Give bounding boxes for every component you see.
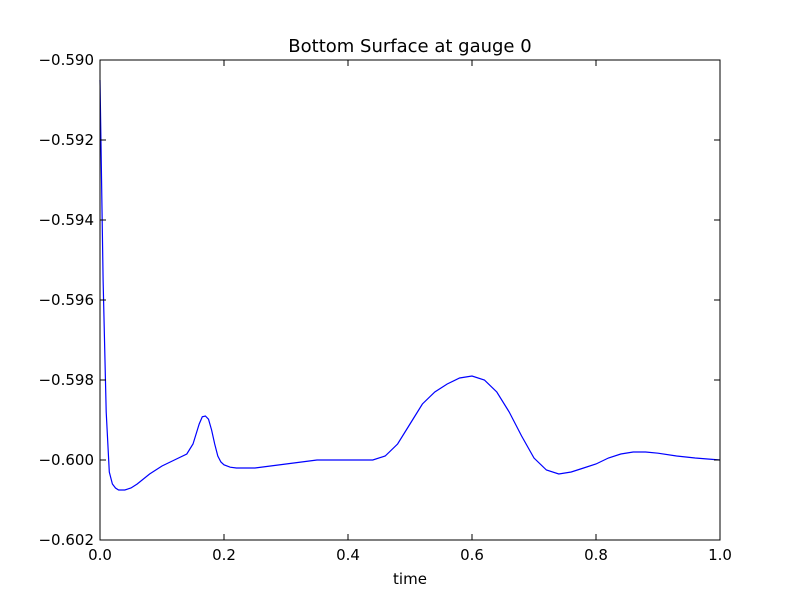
- series-line-0: [99, 79, 721, 491]
- y-axis: −0.590 −0.592 −0.594 −0.596 −0.598 −0.600 −0.6…: [38, 51, 720, 549]
- x-axis: 0.0 0.2 0.4 0.6 0.8 1.0: [88, 60, 732, 564]
- x-tick-label: 0.2: [212, 546, 236, 564]
- y-tick-label: −0.602: [38, 531, 94, 549]
- y-tick-label: −0.592: [38, 131, 94, 149]
- x-tick-label: 1.0: [708, 546, 732, 564]
- x-tick-label: 0.4: [336, 546, 360, 564]
- y-tick-label: −0.596: [38, 291, 94, 309]
- y-tick-label: −0.590: [38, 51, 94, 69]
- y-tick-label: −0.600: [38, 451, 94, 469]
- chart-title: Bottom Surface at gauge 0: [288, 36, 531, 57]
- y-tick-label: −0.594: [38, 211, 94, 229]
- series-layer: [99, 79, 721, 491]
- y-tick-label: −0.598: [38, 371, 94, 389]
- x-tick-label: 0.6: [460, 546, 484, 564]
- x-tick-label: 0.8: [584, 546, 608, 564]
- x-tick-label: 0.0: [88, 546, 112, 564]
- x-axis-label: time: [393, 570, 427, 588]
